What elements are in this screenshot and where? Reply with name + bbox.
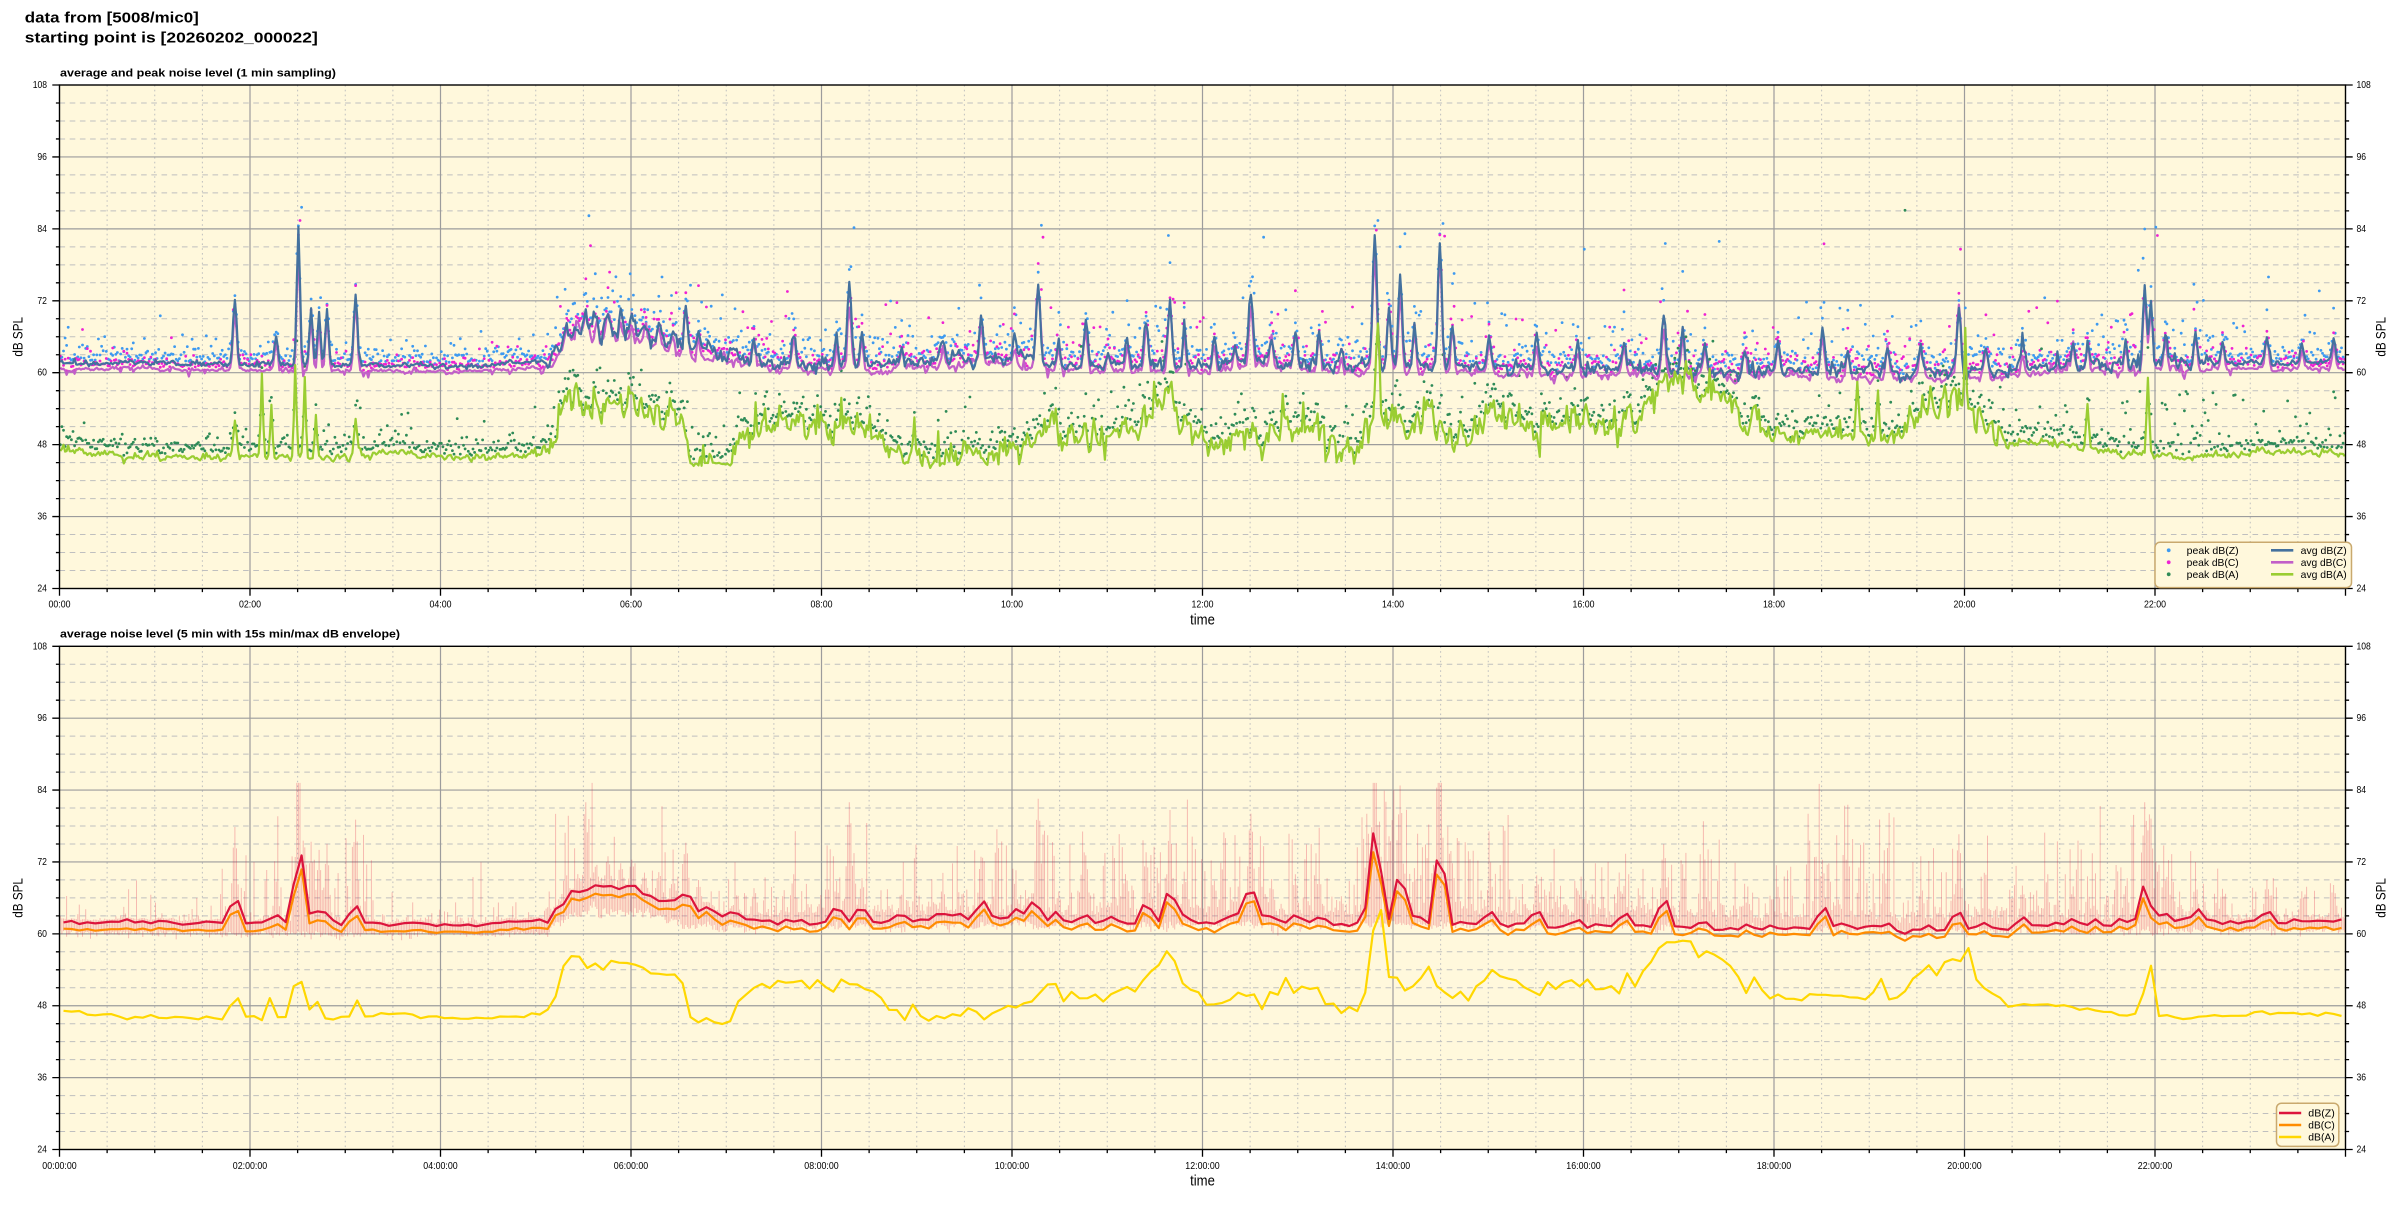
svg-text:12:00: 12:00 (1192, 599, 1214, 610)
svg-text:108: 108 (33, 641, 48, 652)
svg-text:dB SPL: dB SPL (9, 878, 25, 918)
svg-text:peak dB(Z): peak dB(Z) (2187, 546, 2239, 557)
svg-text:96: 96 (37, 713, 47, 724)
svg-text:16:00:00: 16:00:00 (1566, 1161, 1601, 1172)
svg-text:72: 72 (37, 857, 47, 868)
svg-text:60: 60 (37, 929, 47, 940)
svg-text:dB(A): dB(A) (2308, 1133, 2335, 1144)
svg-text:time: time (1190, 1173, 1215, 1189)
svg-text:12:00:00: 12:00:00 (1185, 1161, 1220, 1172)
svg-text:84: 84 (2357, 224, 2367, 235)
svg-text:20:00:00: 20:00:00 (1947, 1161, 1982, 1172)
svg-text:dB(Z): dB(Z) (2308, 1109, 2335, 1120)
svg-text:24: 24 (37, 584, 47, 595)
svg-text:60: 60 (2357, 929, 2367, 940)
svg-text:02:00: 02:00 (239, 599, 261, 610)
svg-text:36: 36 (37, 1073, 47, 1084)
svg-text:02:00:00: 02:00:00 (233, 1161, 268, 1172)
svg-text:24: 24 (37, 1145, 47, 1156)
svg-text:14:00:00: 14:00:00 (1376, 1161, 1411, 1172)
svg-text:avg dB(Z): avg dB(Z) (2301, 546, 2347, 557)
svg-text:average and peak noise level (: average and peak noise level (1 min samp… (60, 67, 336, 79)
svg-text:24: 24 (2357, 584, 2367, 595)
svg-text:72: 72 (37, 296, 47, 307)
svg-text:36: 36 (2357, 512, 2367, 523)
svg-text:08:00: 08:00 (811, 599, 833, 610)
svg-text:20:00: 20:00 (1954, 599, 1976, 610)
svg-text:24: 24 (2357, 1145, 2367, 1156)
svg-text:84: 84 (37, 785, 47, 796)
svg-text:48: 48 (2357, 1001, 2367, 1012)
svg-text:04:00:00: 04:00:00 (423, 1161, 458, 1172)
svg-text:10:00:00: 10:00:00 (995, 1161, 1030, 1172)
svg-text:108: 108 (2357, 80, 2372, 91)
svg-text:08:00:00: 08:00:00 (804, 1161, 839, 1172)
svg-text:22:00:00: 22:00:00 (2138, 1161, 2173, 1172)
svg-text:time: time (1190, 612, 1215, 628)
svg-text:18:00:00: 18:00:00 (1757, 1161, 1792, 1172)
svg-text:peak dB(A): peak dB(A) (2187, 570, 2239, 581)
svg-text:48: 48 (2357, 440, 2367, 451)
svg-text:36: 36 (37, 512, 47, 523)
svg-text:96: 96 (2357, 713, 2367, 724)
svg-text:06:00: 06:00 (620, 599, 642, 610)
svg-text:avg dB(A): avg dB(A) (2301, 570, 2347, 581)
svg-text:dB SPL: dB SPL (9, 317, 25, 357)
svg-text:84: 84 (2357, 785, 2367, 796)
svg-text:14:00: 14:00 (1382, 599, 1404, 610)
svg-text:108: 108 (2357, 641, 2372, 652)
svg-text:peak dB(C): peak dB(C) (2187, 558, 2239, 569)
svg-text:22:00: 22:00 (2144, 599, 2166, 610)
svg-text:60: 60 (2357, 368, 2367, 379)
svg-text:data from [5008/mic0]: data from [5008/mic0] (25, 11, 199, 27)
svg-text:starting point is [20260202_00: starting point is [20260202_000022] (25, 31, 318, 47)
svg-text:04:00: 04:00 (430, 599, 452, 610)
svg-text:average noise level (5 min wit: average noise level (5 min with 15s min/… (60, 629, 400, 641)
svg-text:84: 84 (37, 224, 47, 235)
svg-text:48: 48 (37, 1001, 47, 1012)
svg-text:36: 36 (2357, 1073, 2367, 1084)
svg-text:00:00:00: 00:00:00 (42, 1161, 77, 1172)
svg-text:10:00: 10:00 (1001, 599, 1023, 610)
svg-text:48: 48 (37, 440, 47, 451)
svg-text:06:00:00: 06:00:00 (614, 1161, 649, 1172)
svg-text:108: 108 (33, 80, 48, 91)
svg-text:dB SPL: dB SPL (2372, 878, 2388, 918)
svg-text:72: 72 (2357, 296, 2367, 307)
svg-text:00:00: 00:00 (49, 599, 71, 610)
svg-text:16:00: 16:00 (1573, 599, 1595, 610)
svg-text:96: 96 (2357, 152, 2367, 163)
svg-text:72: 72 (2357, 857, 2367, 868)
svg-text:96: 96 (37, 152, 47, 163)
svg-text:18:00: 18:00 (1763, 599, 1785, 610)
svg-text:dB SPL: dB SPL (2372, 317, 2388, 357)
svg-text:dB(C): dB(C) (2308, 1121, 2335, 1132)
svg-text:avg dB(C): avg dB(C) (2301, 558, 2347, 569)
svg-text:60: 60 (37, 368, 47, 379)
